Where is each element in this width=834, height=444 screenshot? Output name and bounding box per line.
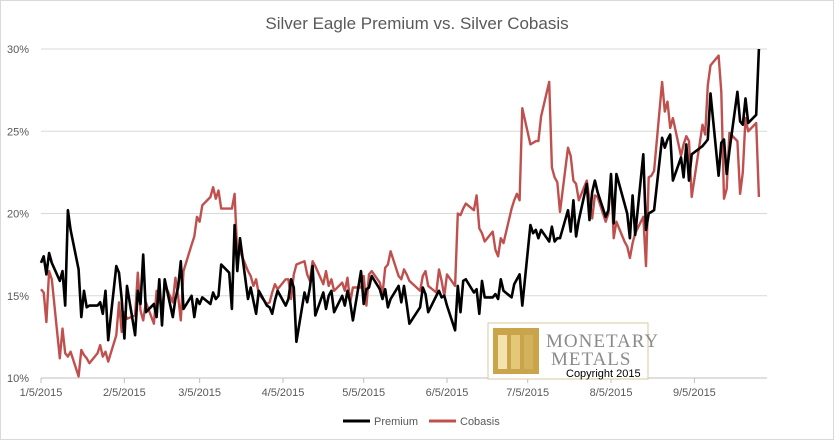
y-axis-tick-labels: 10% 15% 20% 25% 30% — [7, 44, 29, 385]
x-tick-label: 2/5/2015 — [103, 387, 146, 399]
x-tick-label: 1/5/2015 — [20, 387, 63, 399]
y-tick-label: 15% — [7, 291, 29, 303]
monetary-metals-logo: MONETARY METALS Copyright 2015 — [487, 322, 659, 380]
chart-title: Silver Eagle Premium vs. Silver Cobasis — [265, 14, 568, 33]
y-tick-label: 25% — [7, 126, 29, 138]
legend-label-premium: Premium — [374, 416, 418, 428]
x-tick-label: 9/5/2015 — [673, 387, 716, 399]
x-tick-label: 8/5/2015 — [590, 387, 633, 399]
legend-label-cobasis: Cobasis — [460, 416, 500, 428]
legend: Premium Cobasis — [343, 416, 500, 428]
logo-emblem-bar-1 — [498, 335, 507, 369]
x-tick-label: 7/5/2015 — [506, 387, 549, 399]
y-tick-label: 30% — [7, 44, 29, 56]
logo-text-monetary: MONETARY — [546, 331, 659, 352]
gridlines — [41, 48, 767, 379]
y-tick-label: 20% — [7, 209, 29, 221]
logo-emblem — [493, 328, 539, 374]
series-line-cobasis — [40, 54, 761, 378]
logo-emblem-bar-2 — [511, 335, 520, 369]
x-tick-label: 6/5/2015 — [426, 387, 469, 399]
logo-copyright: Copyright 2015 — [566, 368, 641, 380]
series-line-premium — [39, 48, 761, 344]
series-lines — [39, 48, 761, 378]
x-tick-label: 3/5/2015 — [178, 387, 221, 399]
x-tick-label: 4/5/2015 — [262, 387, 305, 399]
logo-text-metals: METALS — [551, 349, 631, 370]
logo-emblem-bar-3 — [524, 335, 533, 369]
x-tick-label: 5/5/2015 — [342, 387, 385, 399]
y-tick-label: 10% — [7, 373, 29, 385]
x-axis-tick-labels: 1/5/2015 2/5/2015 3/5/2015 4/5/2015 5/5/2015… — [20, 378, 716, 399]
